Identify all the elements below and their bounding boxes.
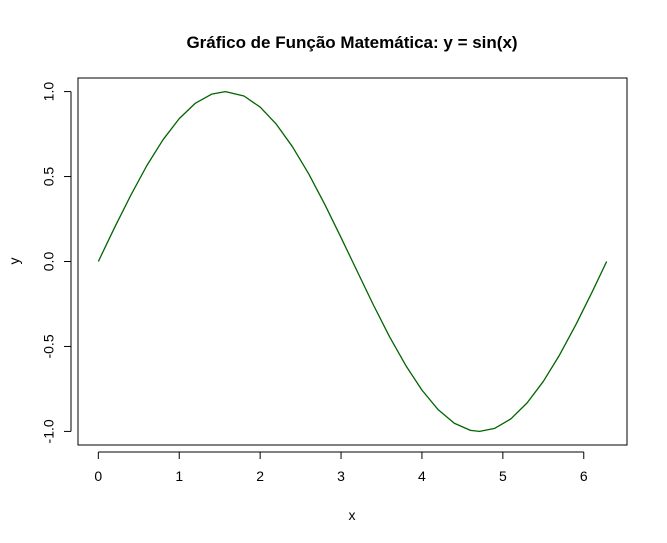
chart-title: Gráfico de Função Matemática: y = sin(x) bbox=[186, 33, 517, 52]
x-tick-label: 6 bbox=[580, 468, 588, 484]
y-tick-label: 1.0 bbox=[41, 82, 57, 102]
y-tick-label: -0.5 bbox=[41, 334, 57, 358]
y-axis-label: y bbox=[6, 258, 22, 265]
x-tick-label: 3 bbox=[337, 468, 345, 484]
x-tick-label: 2 bbox=[256, 468, 264, 484]
y-tick-label: 0.5 bbox=[41, 167, 57, 187]
plot-area-frame bbox=[77, 77, 628, 446]
x-tick-label: 0 bbox=[94, 468, 102, 484]
x-tick-label: 4 bbox=[418, 468, 426, 484]
x-tick-label: 5 bbox=[499, 468, 507, 484]
series-line-1 bbox=[97, 90, 608, 433]
series-layer bbox=[97, 90, 608, 433]
y-axis: -1.0 -0.5 0.0 0.5 1.0 bbox=[41, 82, 72, 443]
y-tick-label: -1.0 bbox=[41, 419, 57, 443]
x-axis-label: x bbox=[349, 507, 356, 523]
x-axis: 0 1 2 3 4 5 6 bbox=[94, 451, 588, 484]
x-tick-label: 1 bbox=[175, 468, 183, 484]
y-tick-label: 0.0 bbox=[41, 252, 57, 272]
